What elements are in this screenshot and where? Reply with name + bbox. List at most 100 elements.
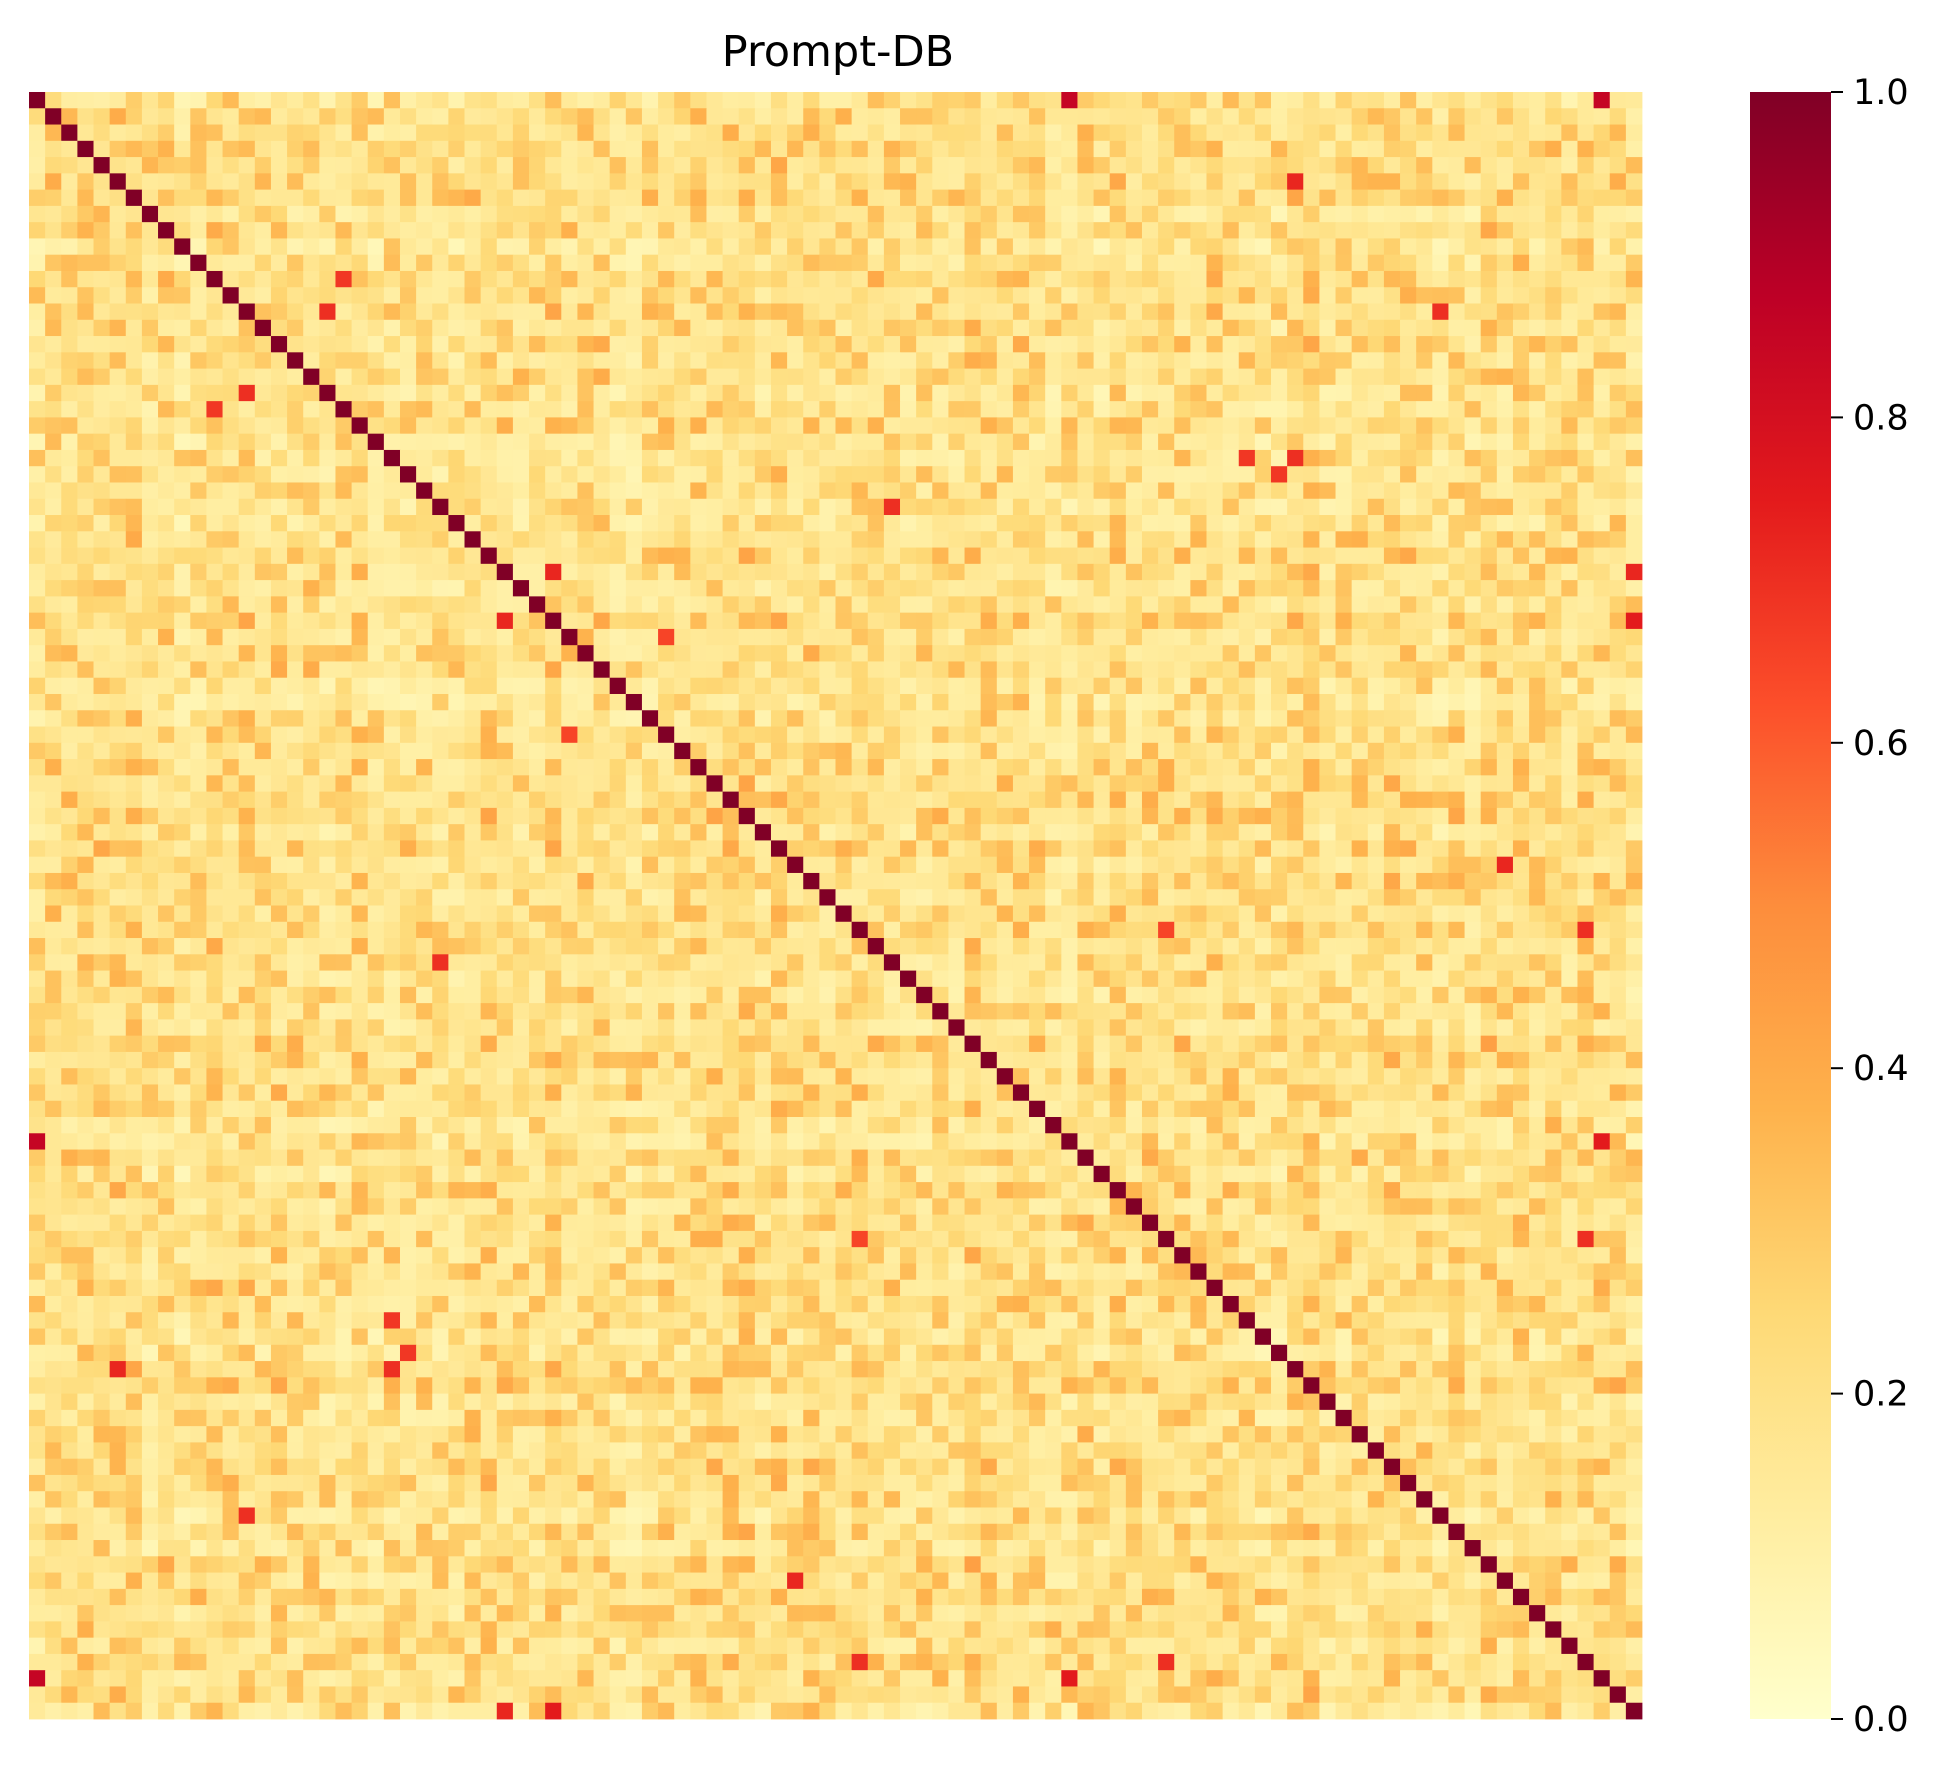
heatmap-cell [303, 254, 320, 272]
heatmap-cell [754, 759, 772, 776]
heatmap-cell [270, 824, 288, 841]
heatmap-cell [1416, 482, 1433, 500]
heatmap-cell [835, 726, 853, 744]
heatmap-cell [319, 336, 336, 353]
heatmap-cell [1271, 173, 1288, 191]
heatmap-cell [1593, 515, 1611, 532]
heatmap-cell [287, 807, 304, 825]
heatmap-cell [819, 628, 836, 646]
heatmap-cell [158, 677, 175, 695]
heatmap-cell [1222, 498, 1240, 516]
heatmap-cell [867, 547, 885, 565]
heatmap-cell [1400, 92, 1417, 109]
heatmap-cell [448, 840, 465, 858]
heatmap-cell [238, 807, 256, 825]
heatmap-cell [399, 889, 417, 906]
heatmap-cell [851, 547, 869, 565]
heatmap-cell [1609, 531, 1627, 548]
heatmap-cell [561, 661, 578, 679]
heatmap-cell [1480, 824, 1498, 841]
heatmap-cell [1351, 547, 1369, 565]
heatmap-cell [1271, 368, 1288, 386]
heatmap-cell [1061, 726, 1078, 744]
heatmap-cell [45, 319, 62, 337]
heatmap-cell [448, 710, 465, 727]
heatmap-cell [787, 547, 804, 565]
heatmap-cell [93, 124, 111, 142]
heatmap-cell [593, 645, 611, 662]
heatmap-cell [1093, 824, 1111, 841]
heatmap-cell [1077, 222, 1094, 239]
heatmap-cell [787, 726, 804, 744]
heatmap-cell [738, 303, 756, 321]
heatmap-cell [674, 791, 691, 809]
heatmap-cell [1045, 482, 1062, 500]
heatmap-cell [399, 222, 417, 239]
heatmap-cell [270, 401, 288, 418]
heatmap-cell [254, 417, 272, 435]
heatmap-cell [1222, 270, 1240, 288]
heatmap-cell [416, 628, 433, 646]
heatmap-cell [238, 303, 256, 321]
heatmap-cell [480, 303, 498, 321]
heatmap-cell [593, 742, 611, 760]
heatmap-cell [1141, 92, 1159, 109]
heatmap-cell [1561, 824, 1578, 841]
heatmap-cell [529, 336, 546, 353]
heatmap-cell [1222, 596, 1240, 614]
heatmap-cell [319, 417, 336, 435]
heatmap-cell [190, 352, 207, 369]
heatmap-cell [1383, 384, 1401, 402]
heatmap-cell [93, 628, 111, 646]
heatmap-cell [1432, 417, 1449, 435]
heatmap-cell [1625, 92, 1643, 109]
heatmap-cell [1045, 140, 1062, 158]
heatmap-cell [932, 677, 949, 695]
heatmap-cell [706, 726, 723, 744]
heatmap-cell [1141, 222, 1159, 239]
heatmap-cell [270, 547, 288, 565]
heatmap-cell [529, 775, 546, 793]
heatmap-cell [1335, 417, 1353, 435]
heatmap-cell [1077, 108, 1094, 125]
heatmap-cell [77, 336, 94, 353]
heatmap-cell [754, 238, 772, 256]
heatmap-cell [432, 547, 449, 565]
heatmap-cell [254, 205, 272, 223]
heatmap-cell [1029, 889, 1046, 906]
heatmap-cell [399, 124, 417, 142]
heatmap-cell [1400, 238, 1417, 256]
heatmap-cell [529, 547, 546, 565]
heatmap-cell [1222, 661, 1240, 679]
heatmap-cell [448, 124, 465, 142]
heatmap-cell [1464, 824, 1482, 841]
heatmap-cell [141, 270, 159, 288]
heatmap-cell [351, 661, 369, 679]
heatmap-cell [1625, 254, 1643, 272]
heatmap-cell [206, 433, 223, 451]
heatmap-cell [545, 791, 562, 809]
heatmap-cell [77, 628, 94, 646]
heatmap-cell [1238, 270, 1256, 288]
heatmap-cell [722, 661, 740, 679]
heatmap-cell [1125, 417, 1143, 435]
heatmap-cell [512, 889, 530, 906]
heatmap-cell [270, 840, 288, 858]
heatmap-cell [1254, 108, 1272, 125]
heatmap-cell [1125, 726, 1143, 744]
heatmap-cell [93, 498, 111, 516]
heatmap-cell [1577, 856, 1595, 874]
heatmap-cell [335, 449, 352, 467]
heatmap-cell [948, 612, 965, 630]
heatmap-cell [367, 677, 385, 695]
heatmap-cell [1093, 401, 1111, 418]
heatmap-cell [529, 661, 546, 679]
heatmap-cell [1625, 824, 1643, 841]
heatmap-cell [1158, 238, 1175, 256]
heatmap-cell [577, 124, 594, 142]
heatmap-cell [238, 401, 256, 418]
heatmap-cell [996, 515, 1014, 532]
heatmap-cell [1464, 368, 1482, 386]
heatmap-cell [964, 596, 982, 614]
heatmap-cell [77, 563, 94, 581]
